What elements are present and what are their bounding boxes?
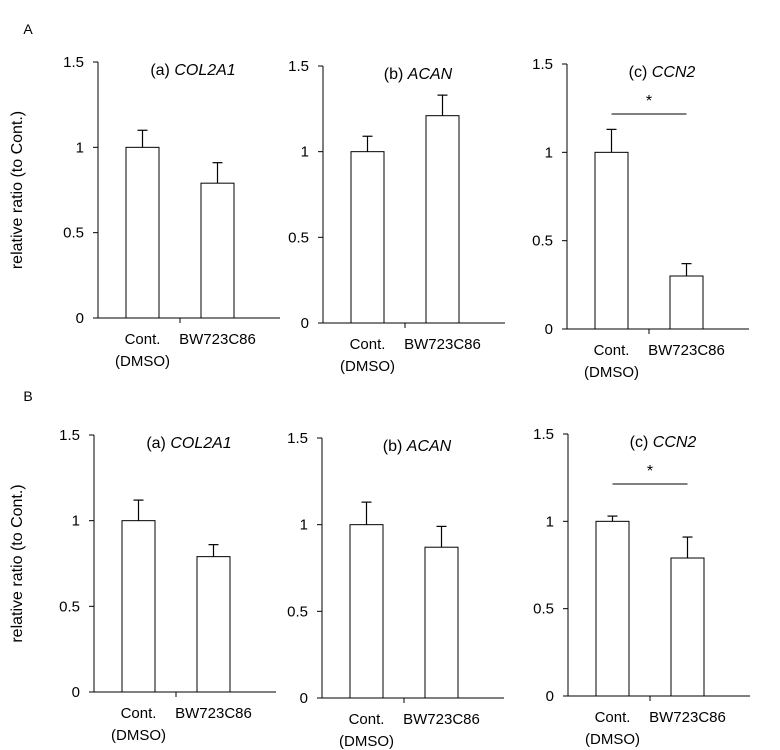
y-tick-label: 1 bbox=[301, 144, 309, 161]
panel-title: (a) COL2A1 bbox=[146, 435, 231, 452]
x-category-label: BW723C86 bbox=[404, 336, 481, 353]
row-label: B bbox=[23, 388, 32, 404]
panel-title: (b) ACAN bbox=[383, 438, 452, 455]
panel-b-acan: 0 0.5 1 1.5 Cont. (DMSO) BW723C86 (b) ACAN bbox=[287, 430, 504, 750]
x-category-label: BW723C86 bbox=[648, 342, 725, 359]
y-tick-label: 1 bbox=[300, 517, 308, 534]
y-tick-label: 0 bbox=[301, 315, 309, 332]
x-category-label: BW723C86 bbox=[175, 705, 252, 722]
y-tick-label: 0.5 bbox=[59, 598, 80, 615]
panel-title: (c) CCN2 bbox=[629, 64, 696, 81]
y-tick-label: 0.5 bbox=[288, 229, 309, 246]
x-category-label: BW723C86 bbox=[403, 711, 480, 728]
panel-b-ccn2: 0 0.5 1 1.5 Cont. (DMSO) BW723C86 (c) CCN2 * bbox=[533, 426, 750, 748]
panel-b-col2a1: 0 0.5 1 1.5 Cont. (DMSO) BW723C86 (a) COL2A1 bbox=[59, 427, 276, 744]
y-tick-label: 0 bbox=[546, 688, 554, 705]
bar-control bbox=[121, 520, 156, 693]
bar-control bbox=[350, 151, 385, 324]
y-tick-label: 1 bbox=[72, 513, 80, 530]
bar-bw723c86 bbox=[424, 546, 459, 699]
panel-title: (a) COL2A1 bbox=[150, 62, 235, 79]
y-tick-label: 1 bbox=[76, 139, 84, 156]
panel-a-col2a1: 0 0.5 1 1.5 Cont. (DMSO) BW723C86 (a) COL2A1 bbox=[63, 54, 280, 370]
bar-bw723c86 bbox=[669, 275, 704, 330]
bar-control bbox=[594, 151, 629, 330]
y-tick-label: 1 bbox=[545, 144, 553, 161]
y-tick-label: 0.5 bbox=[63, 225, 84, 242]
bar-control bbox=[595, 520, 630, 697]
x-category-label: (DMSO) bbox=[339, 733, 394, 750]
y-tick-label: 1 bbox=[546, 513, 554, 530]
y-axis-label: relative ratio (to Cont.) bbox=[9, 111, 26, 269]
y-tick-label: 1.5 bbox=[287, 430, 308, 447]
bar-bw723c86 bbox=[200, 182, 235, 319]
panel-title: (c) CCN2 bbox=[630, 434, 697, 451]
bar-bw723c86 bbox=[425, 115, 460, 324]
significance-marker: * bbox=[647, 463, 653, 480]
y-axis-label: relative ratio (to Cont.) bbox=[9, 484, 26, 642]
bar-control bbox=[349, 524, 384, 699]
x-category-label: Cont. bbox=[349, 711, 385, 728]
y-tick-label: 1.5 bbox=[59, 427, 80, 444]
x-category-label: Cont. bbox=[121, 705, 157, 722]
panel-title: (b) ACAN bbox=[384, 66, 453, 83]
x-category-label: (DMSO) bbox=[111, 727, 166, 744]
y-tick-label: 1.5 bbox=[533, 426, 554, 443]
x-category-label: Cont. bbox=[594, 342, 630, 359]
y-tick-label: 0.5 bbox=[532, 233, 553, 250]
x-category-label: Cont. bbox=[125, 331, 161, 348]
y-tick-label: 0 bbox=[76, 310, 84, 327]
x-category-label: (DMSO) bbox=[115, 353, 170, 370]
bar-control bbox=[125, 146, 160, 319]
y-tick-label: 0 bbox=[545, 321, 553, 338]
y-tick-label: 0.5 bbox=[287, 603, 308, 620]
y-tick-label: 0 bbox=[72, 684, 80, 701]
y-tick-label: 1.5 bbox=[532, 56, 553, 73]
bar-bw723c86 bbox=[196, 556, 231, 693]
bar-bw723c86 bbox=[670, 557, 705, 697]
x-category-label: (DMSO) bbox=[340, 358, 395, 375]
x-category-label: (DMSO) bbox=[585, 731, 640, 748]
panel-a-acan: 0 0.5 1 1.5 Cont. (DMSO) BW723C86 (b) ACAN bbox=[288, 58, 505, 375]
y-tick-label: 1.5 bbox=[288, 58, 309, 75]
panel-a-ccn2: 0 0.5 1 1.5 Cont. (DMSO) BW723C86 (c) CCN2 * bbox=[532, 56, 749, 381]
x-category-label: (DMSO) bbox=[584, 364, 639, 381]
y-tick-label: 0.5 bbox=[533, 601, 554, 618]
x-category-label: Cont. bbox=[350, 336, 386, 353]
y-tick-label: 0 bbox=[300, 690, 308, 707]
x-category-label: Cont. bbox=[595, 709, 631, 726]
y-tick-label: 1.5 bbox=[63, 54, 84, 71]
x-category-label: BW723C86 bbox=[179, 331, 256, 348]
row-label: A bbox=[23, 21, 33, 37]
significance-marker: * bbox=[646, 93, 652, 110]
x-category-label: BW723C86 bbox=[649, 709, 726, 726]
